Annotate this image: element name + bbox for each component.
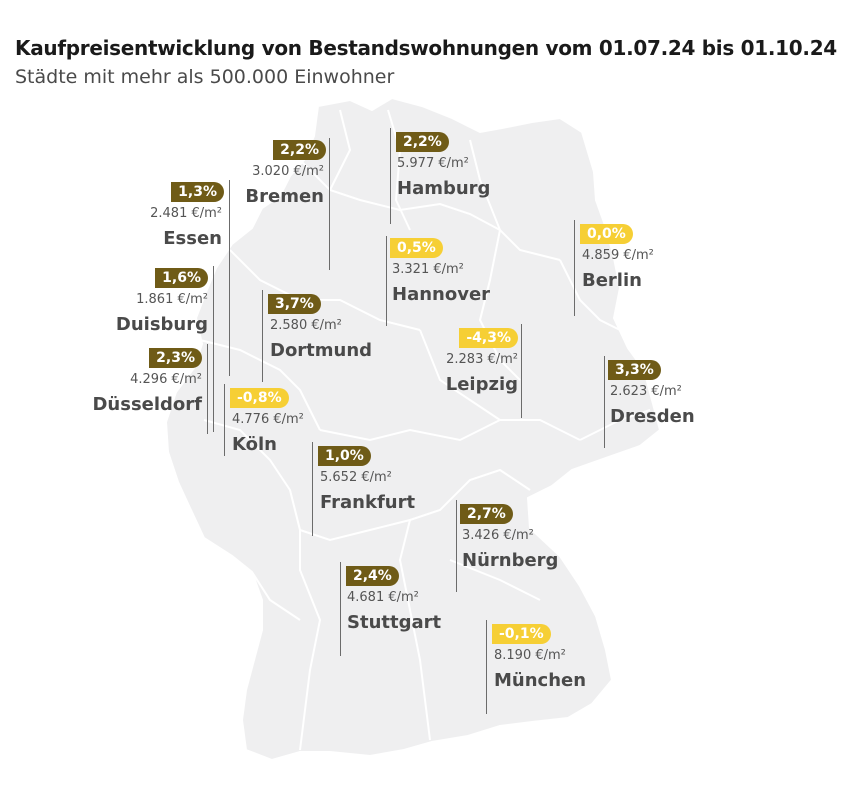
price-label: 5.652 €/m² (320, 470, 392, 485)
pointer-line (340, 562, 341, 656)
price-label: 2.623 €/m² (610, 384, 682, 399)
change-badge: 3,3% (608, 360, 661, 380)
change-badge: 0,0% (580, 224, 633, 244)
pointer-line (207, 344, 208, 434)
price-label: 4.776 €/m² (232, 412, 304, 427)
city-name: Essen (163, 228, 222, 249)
city-hamburg: 2,2% 5.977 €/m² Hamburg (388, 128, 508, 224)
change-badge: -0,8% (230, 388, 289, 408)
price-label: 8.190 €/m² (494, 648, 566, 663)
page-subtitle: Städte mit mehr als 500.000 Einwohner (15, 66, 395, 88)
city-essen: 1,3% 2.481 €/m² Essen (130, 180, 234, 376)
price-label: 3.321 €/m² (392, 262, 464, 277)
city-hannover: 0,5% 3.321 €/m² Hannover (384, 236, 504, 326)
city-name: Dortmund (270, 340, 373, 361)
city-name: München (494, 670, 587, 691)
city-duisburg: 1,6% 1.861 €/m² Duisburg (110, 266, 218, 432)
city-name: Dresden (610, 406, 695, 427)
city-duesseldorf: 2,3% 4.296 €/m² Düsseldorf (90, 344, 210, 434)
pointer-line (486, 620, 487, 714)
price-label: 3.426 €/m² (462, 528, 534, 543)
change-badge: 2,4% (346, 566, 399, 586)
pointer-line (574, 220, 575, 316)
page-title: Kaufpreisentwicklung von Bestandswohnung… (15, 36, 837, 60)
city-name: Düsseldorf (92, 394, 202, 415)
price-label: 2.283 €/m² (446, 352, 518, 367)
price-label: 5.977 €/m² (397, 156, 469, 171)
pointer-line (262, 290, 263, 382)
city-dresden: 3,3% 2.623 €/m² Dresden (602, 356, 712, 448)
price-label: 2.580 €/m² (270, 318, 342, 333)
pointer-line (213, 266, 214, 432)
pointer-line (312, 442, 313, 536)
city-frankfurt: 1,0% 5.652 €/m² Frankfurt (310, 442, 430, 536)
change-badge: -4,3% (459, 328, 518, 348)
price-label: 1.861 €/m² (136, 292, 208, 307)
price-label: 3.020 €/m² (252, 164, 324, 179)
change-badge: 0,5% (390, 238, 443, 258)
city-stuttgart: 2,4% 4.681 €/m² Stuttgart (338, 562, 458, 656)
pointer-line (390, 128, 391, 224)
change-badge: 1,0% (318, 446, 371, 466)
city-koeln: -0,8% 4.776 €/m² Köln (222, 384, 332, 456)
city-name: Berlin (582, 270, 642, 291)
change-badge: 3,7% (268, 294, 321, 314)
change-badge: -0,1% (492, 624, 551, 644)
pointer-line (224, 384, 225, 456)
city-name: Nürnberg (462, 550, 559, 571)
city-name: Frankfurt (320, 492, 416, 513)
change-badge: 1,3% (171, 182, 224, 202)
city-muenchen: -0,1% 8.190 €/m² München (484, 620, 604, 714)
price-label: 2.481 €/m² (150, 206, 222, 221)
pointer-line (229, 180, 230, 376)
change-badge: 1,6% (155, 268, 208, 288)
pointer-line (329, 138, 330, 270)
price-label: 4.296 €/m² (130, 372, 202, 387)
city-name: Bremen (245, 186, 324, 207)
city-name: Köln (232, 434, 277, 455)
pointer-line (456, 500, 457, 592)
city-dortmund: 3,7% 2.580 €/m² Dortmund (260, 290, 380, 382)
city-bremen: 2,2% 3.020 €/m² Bremen (240, 138, 336, 270)
change-badge: 2,2% (396, 132, 449, 152)
city-name: Hannover (392, 284, 491, 305)
city-leipzig: -4,3% 2.283 €/m² Leipzig (420, 324, 528, 418)
change-badge: 2,7% (460, 504, 513, 524)
pointer-line (521, 324, 522, 418)
change-badge: 2,2% (273, 140, 326, 160)
price-label: 4.859 €/m² (582, 248, 654, 263)
pointer-line (386, 236, 387, 326)
pointer-line (604, 356, 605, 448)
city-name: Duisburg (115, 314, 208, 335)
city-nuernberg: 2,7% 3.426 €/m² Nürnberg (454, 500, 574, 592)
city-name: Leipzig (445, 374, 518, 395)
city-name: Stuttgart (347, 612, 442, 633)
city-berlin: 0,0% 4.859 €/m² Berlin (572, 220, 682, 316)
city-name: Hamburg (397, 178, 491, 199)
price-label: 4.681 €/m² (347, 590, 419, 605)
change-badge: 2,3% (149, 348, 202, 368)
